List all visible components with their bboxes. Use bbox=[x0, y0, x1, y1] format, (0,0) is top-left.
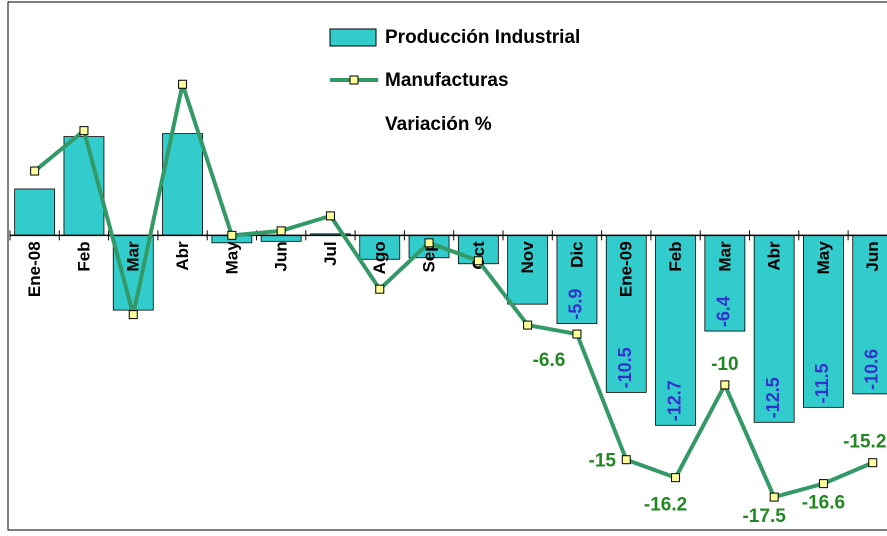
line-value-label: -10 bbox=[711, 354, 738, 375]
x-tick-label: Feb bbox=[74, 241, 93, 271]
line-marker bbox=[572, 329, 582, 339]
line-value-label: -6.6 bbox=[533, 350, 566, 371]
line-marker bbox=[818, 479, 828, 489]
line-marker bbox=[276, 226, 286, 236]
line-value-label: -15 bbox=[589, 451, 617, 472]
bar-value-label: -5.9 bbox=[566, 289, 586, 320]
legend-marker bbox=[349, 75, 359, 85]
bar bbox=[260, 234, 302, 242]
bar-value-label: -12.7 bbox=[664, 380, 684, 421]
x-tick-label: Mar bbox=[124, 241, 143, 272]
line-marker bbox=[128, 310, 138, 320]
bar bbox=[655, 234, 696, 426]
line-marker bbox=[473, 256, 483, 266]
x-tick-label: Jul bbox=[321, 241, 340, 266]
line-marker bbox=[523, 320, 533, 330]
legend-label: Producción Industrial bbox=[385, 27, 580, 48]
x-tick-label: Jun bbox=[272, 241, 291, 271]
legend-label: Manufacturas bbox=[385, 70, 509, 91]
x-tick-label: Oct bbox=[469, 241, 488, 270]
bar-value-label: -6.4 bbox=[714, 296, 734, 327]
bar bbox=[507, 234, 549, 305]
line-marker bbox=[79, 126, 89, 136]
line-marker bbox=[769, 492, 779, 502]
legend: Producción Industrial Manufacturas bbox=[329, 27, 580, 91]
x-tick-label: Jun bbox=[863, 241, 882, 271]
line-marker bbox=[720, 380, 730, 390]
bar bbox=[605, 234, 647, 393]
x-tick-label: May bbox=[814, 241, 833, 275]
x-tick-label: Nov bbox=[518, 241, 537, 274]
x-tick-label: May bbox=[222, 241, 241, 275]
x-tick-label: Abr bbox=[765, 241, 784, 271]
line-value-label: -17.5 bbox=[742, 506, 786, 527]
line-marker bbox=[178, 79, 188, 89]
x-tick-label: Mar bbox=[715, 241, 734, 272]
bar-value-label: -12.5 bbox=[763, 377, 783, 418]
bar-value-label: -11.5 bbox=[812, 363, 832, 403]
bar bbox=[14, 188, 56, 236]
line-marker bbox=[621, 455, 631, 465]
bar bbox=[704, 234, 746, 332]
x-tick-label: Dic bbox=[567, 241, 586, 267]
x-tick-label: Abr bbox=[173, 241, 192, 271]
x-tick-label: Ene-09 bbox=[617, 241, 636, 297]
line-marker bbox=[424, 238, 434, 248]
line-marker bbox=[325, 211, 335, 221]
chart-title: Variación % bbox=[385, 114, 492, 135]
bar bbox=[852, 234, 887, 395]
bar bbox=[803, 234, 844, 408]
bar-value-label: -10.6 bbox=[862, 349, 882, 390]
line-value-label: -16.6 bbox=[802, 493, 845, 514]
line-value-label: -16.2 bbox=[644, 495, 687, 516]
x-tick-label: Ene-08 bbox=[25, 241, 44, 297]
bar-value-label: -10.5 bbox=[615, 347, 635, 388]
line-marker bbox=[30, 166, 40, 176]
line bbox=[33, 82, 874, 500]
line-marker bbox=[375, 284, 385, 294]
line-marker bbox=[671, 473, 681, 483]
legend-swatch bbox=[329, 28, 377, 47]
line-marker bbox=[227, 230, 237, 240]
line-marker bbox=[868, 458, 878, 468]
x-tick-label: Feb bbox=[666, 241, 685, 271]
line-value-label: -15.2 bbox=[843, 432, 886, 453]
x-tick-label: Ago bbox=[370, 241, 389, 274]
